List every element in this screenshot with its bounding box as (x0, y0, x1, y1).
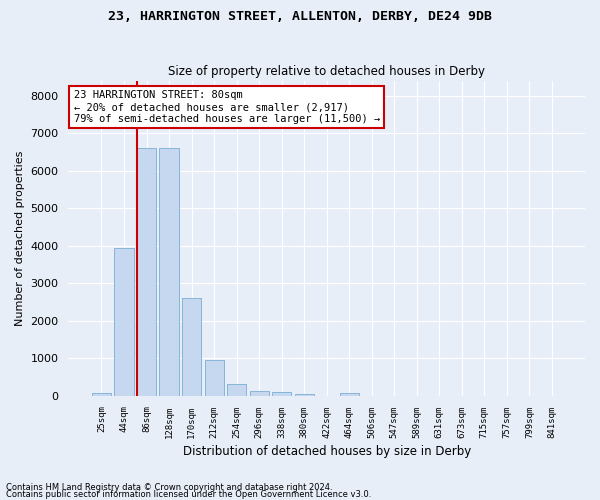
Bar (295, 394, 314, 396)
Title: Size of property relative to detached houses in Derby: Size of property relative to detached ho… (168, 66, 485, 78)
Bar (115, 248, 134, 396)
Bar (272, 392, 291, 396)
Text: 23 HARRINGTON STREET: 80sqm
← 20% of detached houses are smaller (2,917)
79% of : 23 HARRINGTON STREET: 80sqm ← 20% of det… (74, 90, 380, 124)
Bar (227, 384, 246, 396)
Bar (92, 393, 111, 396)
X-axis label: Distribution of detached houses by size in Derby: Distribution of detached houses by size … (182, 444, 471, 458)
Bar (137, 148, 156, 396)
Bar (340, 394, 359, 396)
Y-axis label: Number of detached properties: Number of detached properties (15, 150, 25, 326)
Text: 23, HARRINGTON STREET, ALLENTON, DERBY, DE24 9DB: 23, HARRINGTON STREET, ALLENTON, DERBY, … (108, 10, 492, 23)
Bar (205, 360, 224, 396)
Text: Contains HM Land Registry data © Crown copyright and database right 2024.: Contains HM Land Registry data © Crown c… (6, 484, 332, 492)
Bar (160, 148, 179, 396)
Bar (182, 298, 201, 396)
Bar (250, 392, 269, 396)
Text: Contains public sector information licensed under the Open Government Licence v3: Contains public sector information licen… (6, 490, 371, 499)
